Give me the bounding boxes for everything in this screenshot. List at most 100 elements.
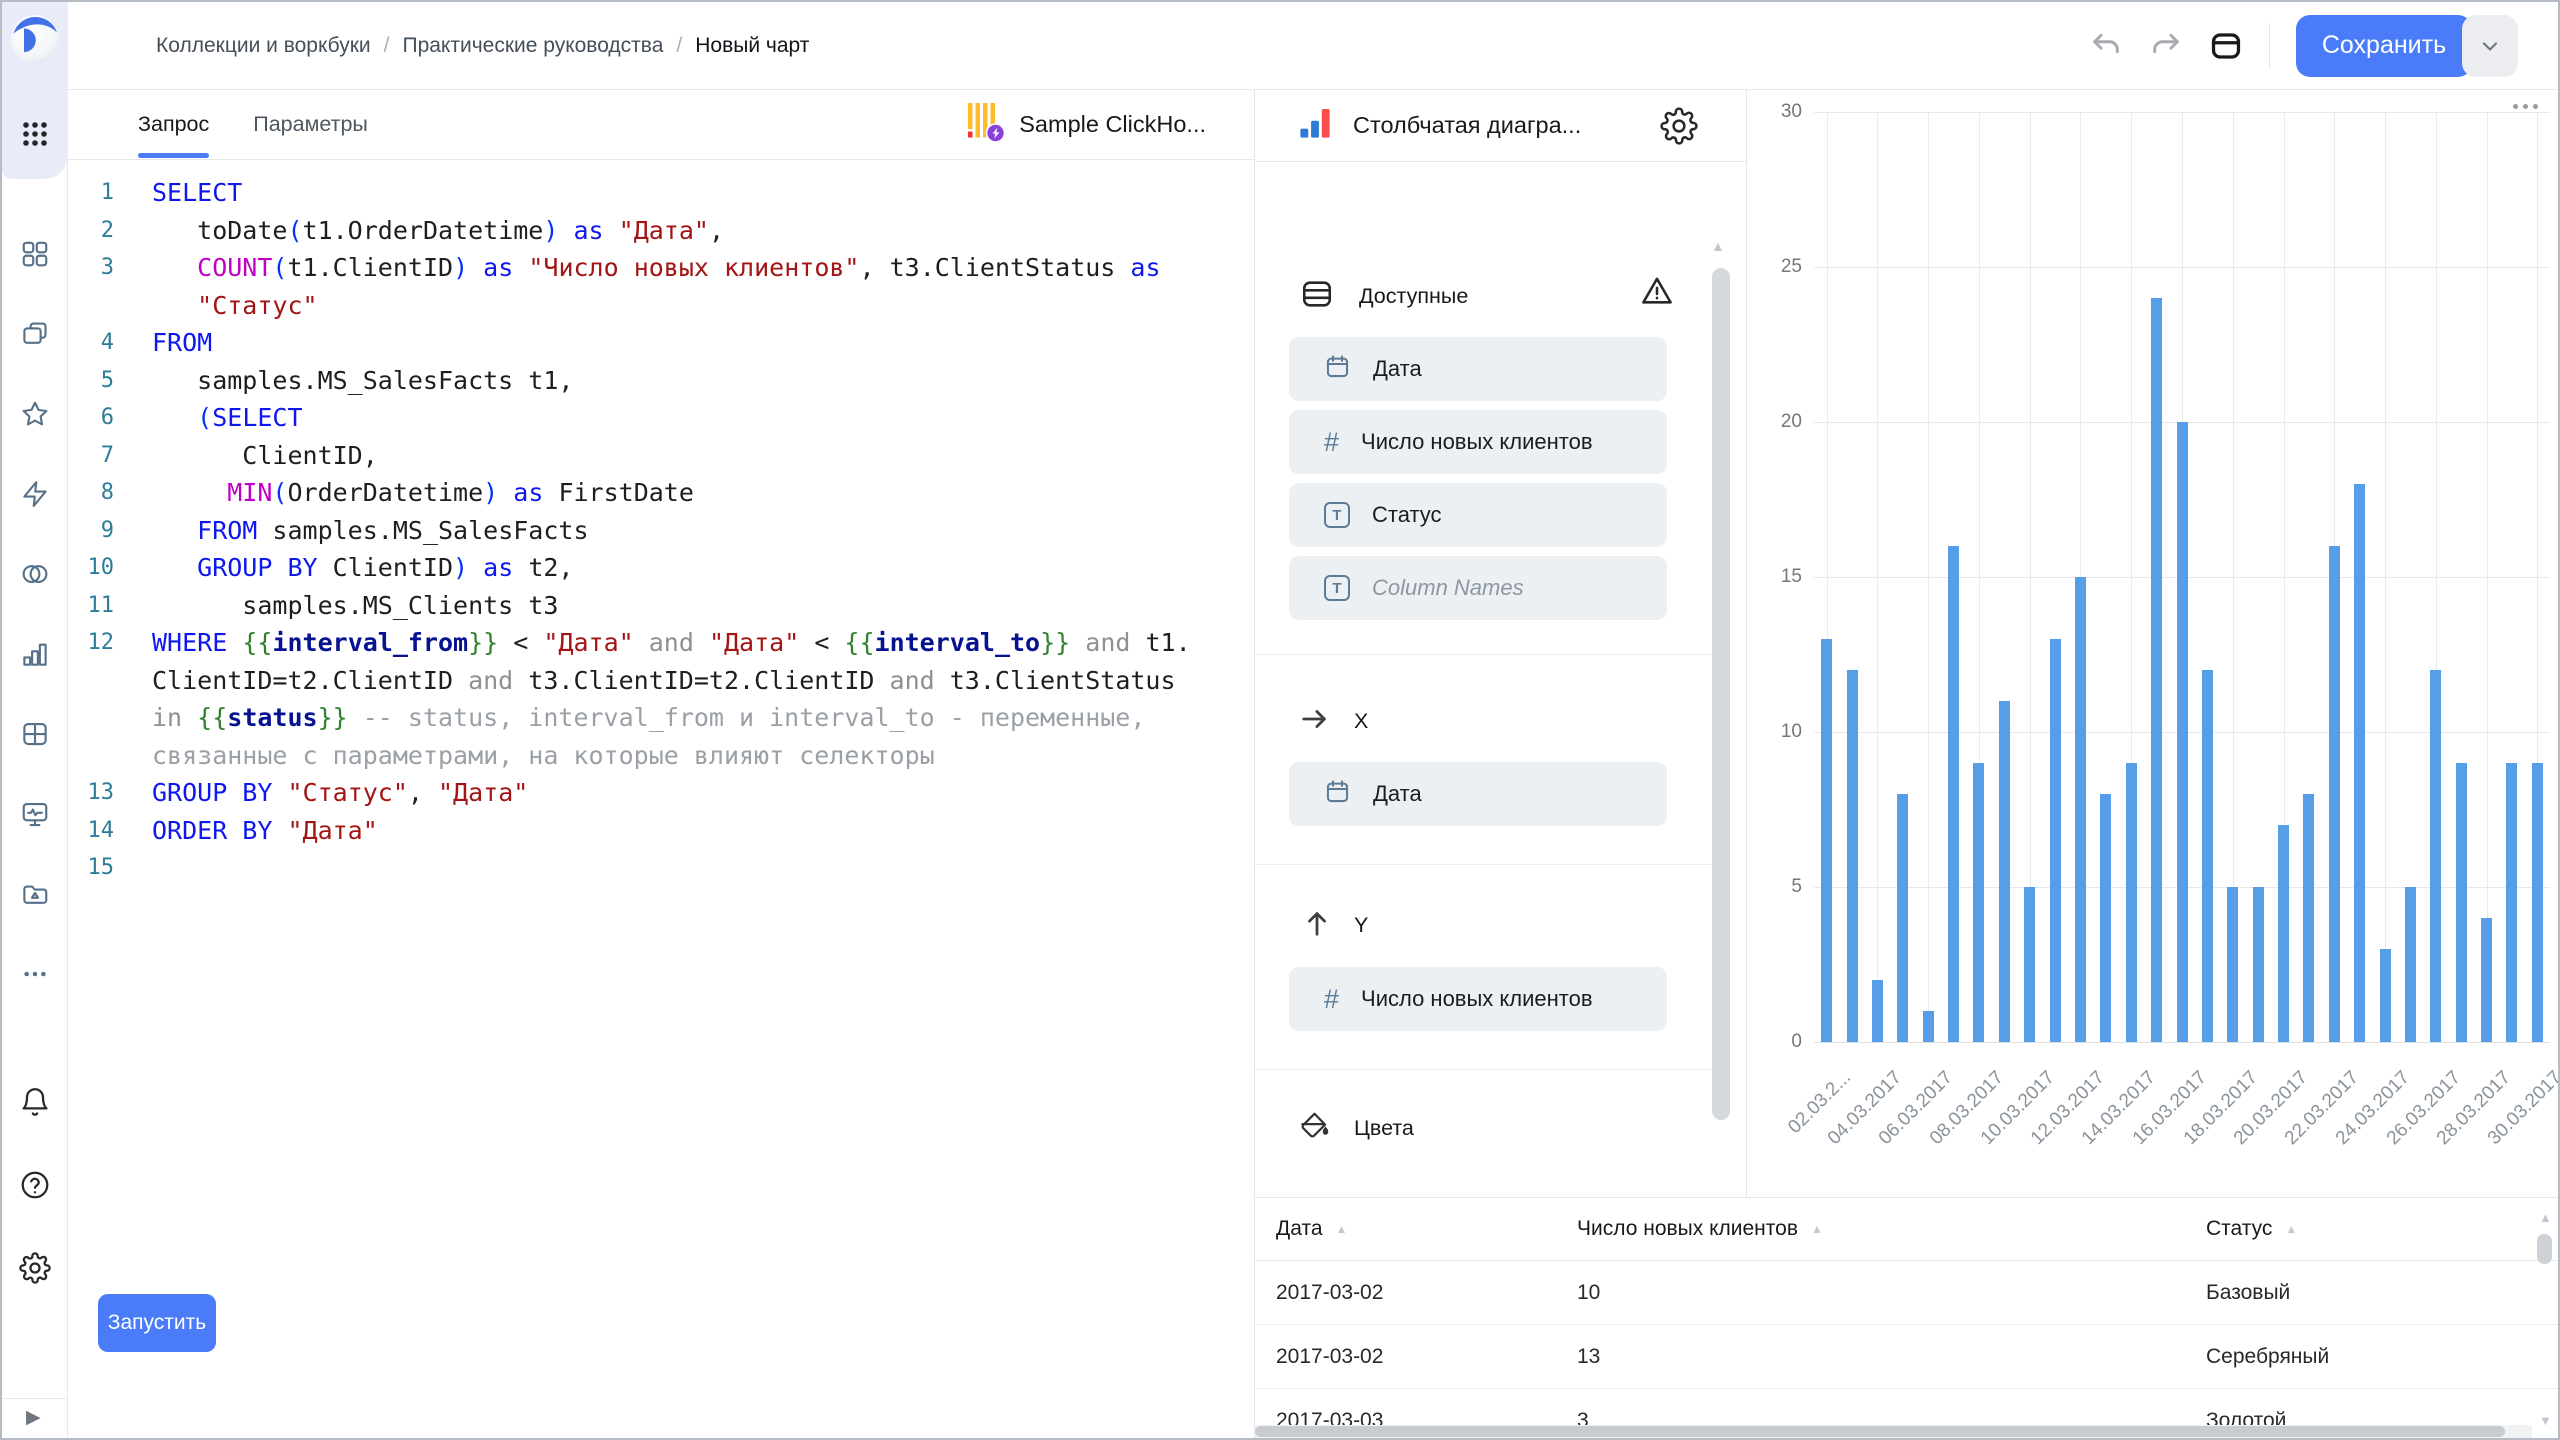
field-label: Статус [1372, 502, 1442, 527]
undo-icon[interactable] [2089, 29, 2123, 63]
notifications-bell-icon[interactable] [19, 1086, 51, 1118]
bar-29.03.2017[interactable] [2506, 763, 2518, 1042]
sidebar-item-collections-icon[interactable] [20, 319, 50, 349]
bar-03.03.2017[interactable] [1846, 670, 1858, 1042]
sidebar-item-tables-icon[interactable] [20, 719, 50, 749]
bar-06.03.2017[interactable] [1922, 1011, 1934, 1042]
expand-sidebar-icon[interactable]: ▶ [26, 1407, 41, 1428]
field-chip-дата[interactable]: Дата [1289, 762, 1667, 826]
tab-parameters[interactable]: Параметры [253, 112, 368, 136]
breadcrumb-separator: / [383, 33, 390, 57]
chart-menu-icon[interactable] [2513, 104, 2538, 109]
table-scroll-down-icon[interactable]: ▼ [2539, 1413, 2552, 1428]
table-cell: 2017-03-02 [1276, 1280, 1384, 1304]
sidebar-item-dashboards-icon[interactable] [20, 799, 50, 829]
bar-13.03.2017[interactable] [2100, 794, 2112, 1042]
chart-type-label[interactable]: Столбчатая диагра... [1353, 112, 1582, 138]
paint-bucket-icon [1298, 1109, 1332, 1148]
bar-28.03.2017[interactable] [2481, 918, 2493, 1042]
bar-18.03.2017[interactable] [2227, 887, 2239, 1042]
breadcrumb-item[interactable]: Практические руководства [402, 33, 664, 57]
line-number: 11 [87, 592, 115, 618]
table-scroll-up-icon[interactable]: ▲ [2539, 1210, 2552, 1225]
panel-toggle-icon[interactable] [2209, 29, 2243, 63]
chart-settings-gear-icon[interactable] [1660, 106, 1698, 145]
sidebar-item-files-icon[interactable] [20, 879, 50, 909]
settings-gear-icon[interactable] [19, 1252, 51, 1284]
code-line: 8 MIN(OrderDatetime) as FirstDate [68, 474, 1254, 512]
bar-17.03.2017[interactable] [2201, 670, 2213, 1042]
bar-11.03.2017[interactable] [2049, 639, 2061, 1042]
gridline-vertical [2283, 112, 2285, 1042]
run-query-button[interactable]: Запустить [98, 1294, 216, 1352]
colors-section-header: Цвета [1298, 1106, 1414, 1150]
warning-icon[interactable] [1640, 274, 1674, 313]
bar-05.03.2017[interactable] [1897, 794, 1909, 1042]
bar-12.03.2017[interactable] [2074, 577, 2086, 1042]
sidebar-item-widgets-icon[interactable] [20, 239, 50, 269]
bar-16.03.2017[interactable] [2176, 422, 2188, 1042]
sidebar-item-favorites-icon[interactable] [20, 399, 50, 429]
table-header-статус[interactable]: Статус ▲ [2206, 1217, 2558, 1241]
field-label: Дата [1373, 356, 1422, 381]
table-hscroll-thumb[interactable] [1255, 1426, 2505, 1437]
sort-icon[interactable]: ▲ [1811, 1222, 1823, 1236]
table-header-дата[interactable]: Дата ▲ [1276, 1217, 1577, 1241]
bar-24.03.2017[interactable] [2379, 949, 2391, 1042]
save-button[interactable]: Сохранить [2296, 14, 2472, 77]
sidebar-item-quick-actions-icon[interactable] [20, 479, 50, 509]
sidebar-item-charts-icon[interactable] [20, 639, 50, 669]
column-chart-type-icon[interactable] [1297, 105, 1333, 146]
bar-chart: 0 5 10 15 20 25 30 02.03.2... 04.03.2017 06.03.20… [1747, 90, 2558, 1197]
bar-07.03.2017[interactable] [1948, 546, 1960, 1042]
breadcrumb-item[interactable]: Коллекции и воркбуки [156, 33, 371, 57]
bar-15.03.2017[interactable] [2151, 298, 2163, 1042]
sort-icon[interactable]: ▲ [2285, 1222, 2298, 1236]
sidebar-item-connections-icon[interactable] [20, 559, 50, 589]
code-line: 14 ORDER BY "Дата" [68, 812, 1254, 850]
bar-22.03.2017[interactable] [2328, 546, 2340, 1042]
table-header-число-новых-клиентов[interactable]: Число новых клиентов ▲ [1577, 1217, 2206, 1241]
connection-selector[interactable]: Sample ClickHo... [967, 90, 1206, 159]
bar-26.03.2017[interactable] [2430, 670, 2442, 1042]
save-dropdown-caret-icon[interactable] [2462, 14, 2518, 77]
apps-grid-icon[interactable] [22, 121, 48, 147]
panel-scroll-up-icon[interactable]: ▲ [1711, 238, 1725, 254]
bar-27.03.2017[interactable] [2455, 763, 2467, 1042]
tab-query[interactable]: Запрос [138, 90, 210, 159]
help-icon[interactable] [19, 1169, 51, 1201]
bar-20.03.2017[interactable] [2278, 825, 2290, 1042]
line-number: 8 [100, 480, 114, 505]
table-vscroll-thumb[interactable] [2537, 1234, 2552, 1264]
arrow-right-icon [1300, 704, 1330, 739]
bar-30.03.2017[interactable] [2531, 763, 2543, 1042]
sql-code-editor[interactable]: 1 SELECT 2 toDate(t1.OrderDatetime) as "Да… [68, 160, 1254, 887]
chart-config-panel: Столбчатая диагра... Доступные [1255, 90, 1747, 1241]
field-chip-число-новых-клиентов[interactable]: # Число новых клиентов [1289, 967, 1667, 1031]
y-axis-tick-label: 5 [1791, 876, 1802, 897]
bar-04.03.2017[interactable] [1871, 980, 1883, 1042]
bar-02.03.2017[interactable] [1821, 639, 1833, 1042]
section-divider [1255, 654, 1712, 655]
bar-14.03.2017[interactable] [2125, 763, 2137, 1042]
field-chip-число-новых-клиентов[interactable]: # Число новых клиентов [1289, 410, 1667, 474]
field-chip-статус[interactable]: T Статус [1289, 483, 1667, 547]
field-chip-column-names[interactable]: T Column Names [1289, 556, 1667, 620]
bar-25.03.2017[interactable] [2404, 887, 2416, 1042]
bar-19.03.2017[interactable] [2252, 887, 2264, 1042]
field-chip-дата[interactable]: Дата [1289, 337, 1667, 401]
sidebar-item-more-icon[interactable] [20, 959, 50, 989]
bar-21.03.2017[interactable] [2303, 794, 2315, 1042]
bar-23.03.2017[interactable] [2354, 484, 2366, 1042]
redo-icon[interactable] [2149, 29, 2183, 63]
bar-09.03.2017[interactable] [1998, 701, 2010, 1042]
bar-08.03.2017[interactable] [1973, 763, 1985, 1042]
sort-icon[interactable]: ▲ [1335, 1222, 1348, 1236]
bar-10.03.2017[interactable] [2024, 887, 2036, 1042]
line-number [68, 699, 114, 737]
editor-header: Запрос Параметры Sample ClickHo... [68, 90, 1254, 160]
x-section-header: X [1300, 699, 1368, 743]
datalens-logo[interactable] [10, 14, 60, 64]
preview-data-table: Дата ▲ Число новых клиентов ▲ Статус ▲ 2017-0… [1255, 1197, 2558, 1438]
panel-scrollbar[interactable] [1712, 268, 1730, 1120]
